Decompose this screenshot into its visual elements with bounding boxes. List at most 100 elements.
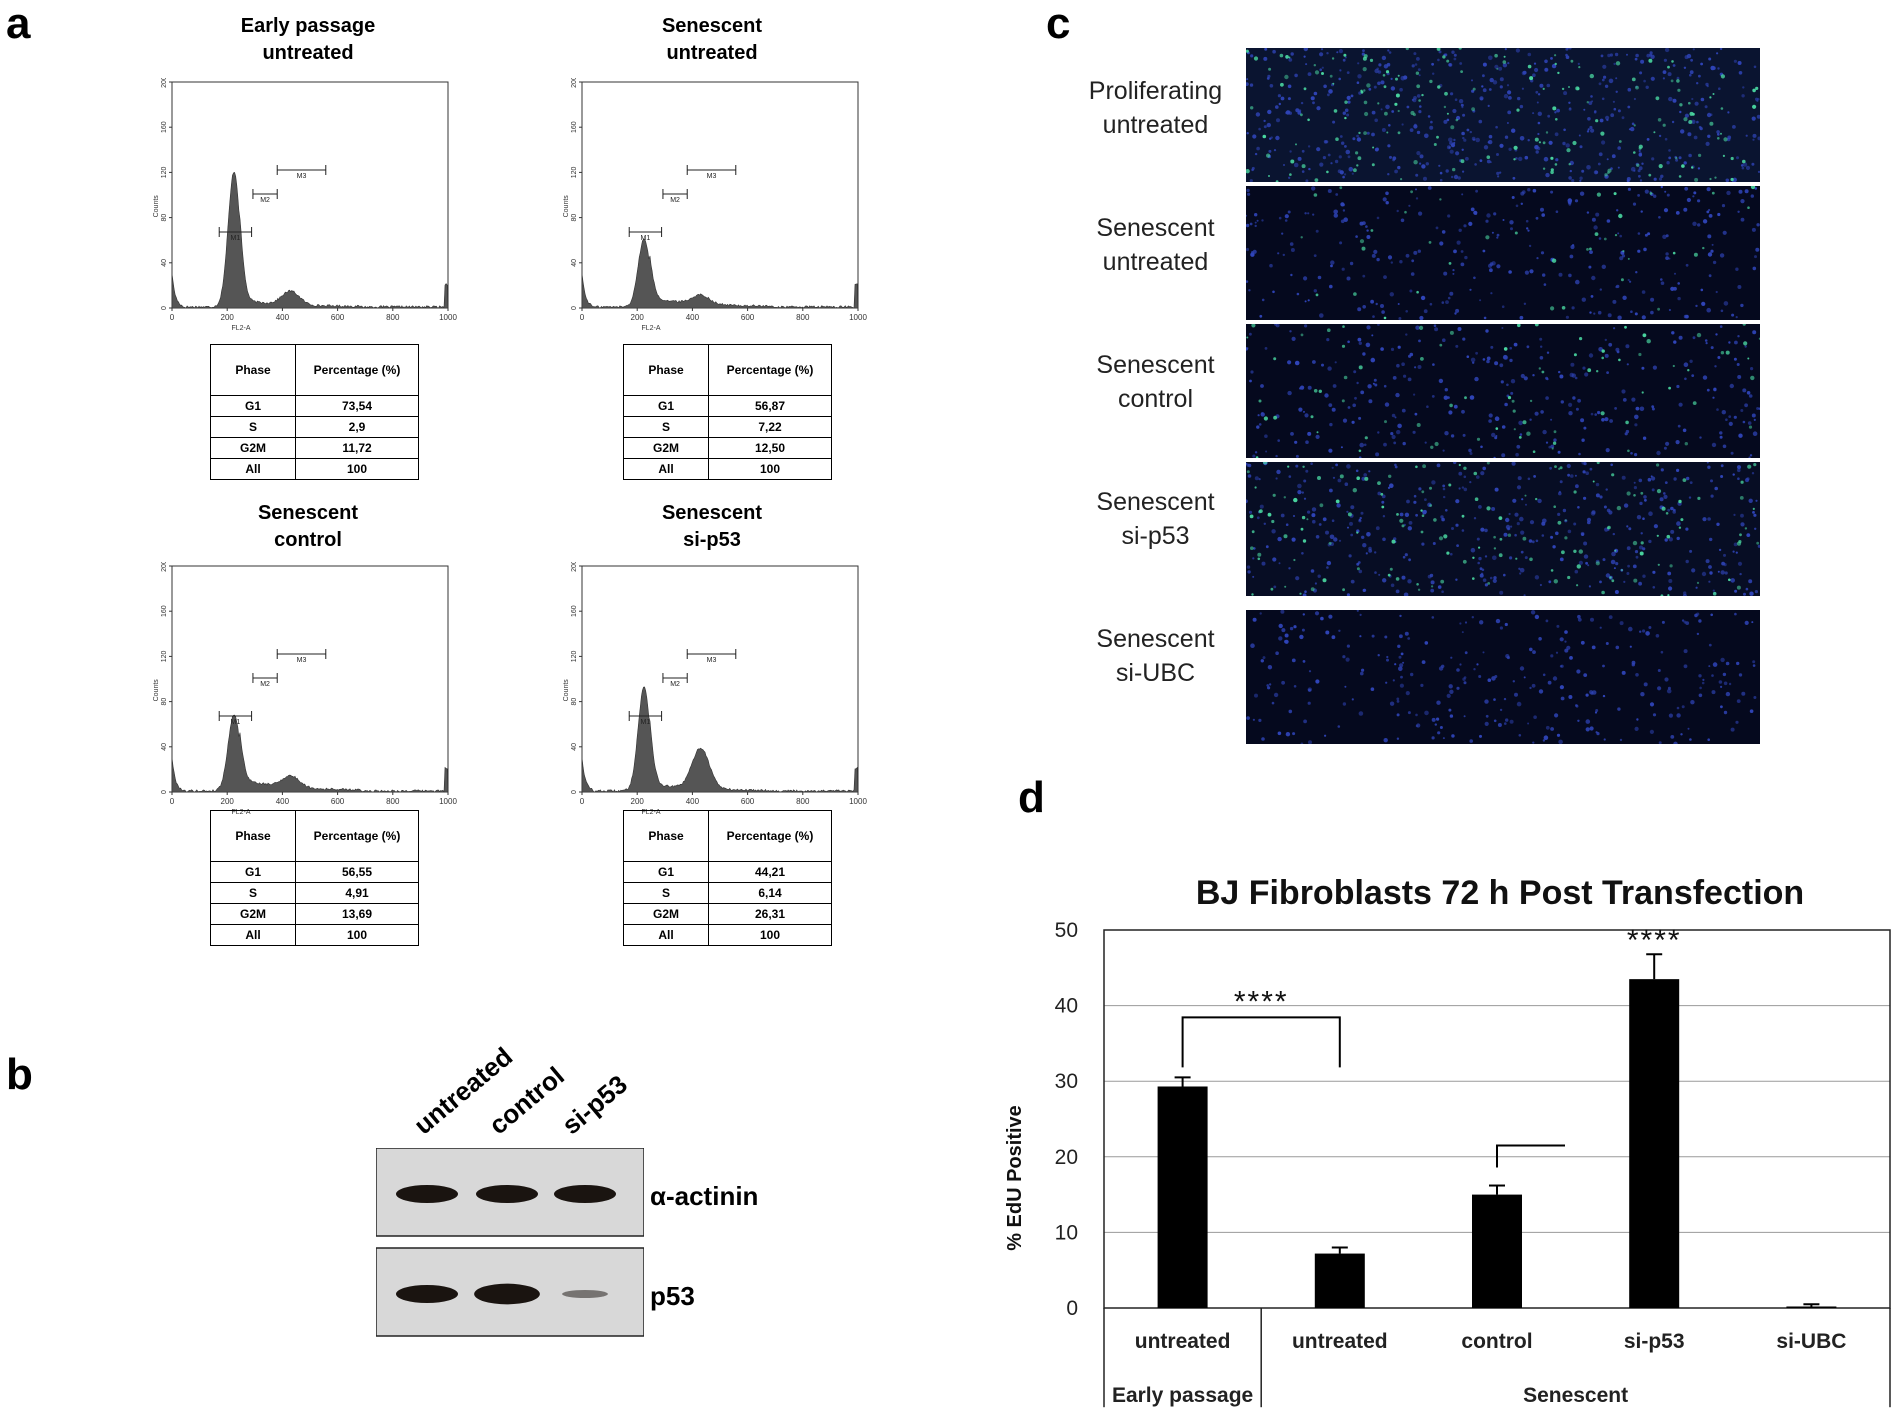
nucleus-dot bbox=[1314, 611, 1320, 616]
nucleus-dot bbox=[1649, 729, 1654, 734]
nucleus-dot bbox=[1387, 173, 1390, 176]
nucleus-dot bbox=[1499, 708, 1503, 712]
nucleus-dot bbox=[1604, 338, 1607, 342]
nucleus-dot bbox=[1275, 477, 1278, 480]
nucleus-dot bbox=[1719, 253, 1725, 258]
nucleus-dot bbox=[1732, 177, 1737, 182]
nucleus-dot bbox=[1518, 567, 1521, 570]
edu-positive-dot bbox=[1534, 137, 1539, 142]
y-tick-label: 20 bbox=[1055, 1146, 1078, 1169]
nucleus-dot bbox=[1691, 374, 1695, 377]
nucleus-dot bbox=[1527, 52, 1532, 57]
nucleus-dot bbox=[1515, 48, 1520, 53]
nucleus-dot bbox=[1746, 391, 1751, 395]
edu-positive-dot bbox=[1300, 113, 1303, 117]
nucleus-dot bbox=[1757, 544, 1760, 548]
nucleus-dot bbox=[1559, 665, 1563, 668]
nucleus-dot bbox=[1660, 650, 1664, 654]
nucleus-dot bbox=[1532, 650, 1536, 654]
nucleus-dot bbox=[1413, 500, 1417, 504]
nucleus-dot bbox=[1621, 475, 1626, 480]
nucleus-dot bbox=[1520, 550, 1524, 554]
edu-positive-dot bbox=[1627, 449, 1630, 453]
nucleus-dot bbox=[1362, 352, 1366, 356]
nucleus-dot bbox=[1510, 379, 1516, 384]
nucleus-dot bbox=[1535, 150, 1539, 154]
nucleus-dot bbox=[1417, 68, 1421, 71]
nucleus-dot bbox=[1442, 737, 1445, 740]
edu-positive-dot bbox=[1415, 465, 1418, 469]
edu-positive-dot bbox=[1316, 431, 1319, 434]
edu-positive-dot bbox=[1461, 514, 1465, 518]
edu-positive-dot bbox=[1566, 148, 1571, 153]
nucleus-dot bbox=[1441, 590, 1444, 593]
nucleus-dot bbox=[1275, 651, 1279, 655]
nucleus-dot bbox=[1602, 694, 1606, 698]
edu-positive-dot bbox=[1696, 581, 1700, 584]
nucleus-dot bbox=[1708, 643, 1712, 647]
nucleus-dot bbox=[1742, 420, 1746, 424]
nucleus-dot bbox=[1519, 572, 1522, 575]
nucleus-dot bbox=[1519, 516, 1524, 522]
nucleus-dot bbox=[1289, 626, 1294, 631]
nucleus-dot bbox=[1484, 528, 1488, 533]
edu-positive-dot bbox=[1524, 494, 1527, 497]
nucleus-dot bbox=[1295, 108, 1300, 113]
nucleus-dot bbox=[1448, 684, 1453, 689]
nucleus-dot bbox=[1752, 511, 1755, 514]
edu-positive-dot bbox=[1315, 293, 1319, 297]
nucleus-dot bbox=[1372, 315, 1375, 318]
nucleus-dot bbox=[1591, 645, 1596, 650]
x-tick-label: 200 bbox=[631, 313, 645, 322]
nucleus-dot bbox=[1413, 96, 1417, 100]
edu-positive-dot bbox=[1538, 141, 1541, 144]
nucleus-dot bbox=[1745, 165, 1751, 170]
nucleus-dot bbox=[1743, 592, 1746, 596]
nucleus-dot bbox=[1472, 361, 1475, 364]
edu-positive-dot bbox=[1601, 590, 1605, 595]
nucleus-dot bbox=[1273, 149, 1277, 152]
edu-positive-dot bbox=[1669, 564, 1673, 568]
nucleus-dot bbox=[1719, 431, 1723, 435]
edu-positive-dot bbox=[1400, 178, 1403, 181]
micro-label-line1: Senescent bbox=[1096, 351, 1215, 379]
nucleus-dot bbox=[1319, 162, 1324, 167]
nucleus-dot bbox=[1730, 727, 1735, 732]
nucleus-dot bbox=[1715, 290, 1718, 294]
nucleus-dot bbox=[1332, 384, 1337, 388]
nucleus-dot bbox=[1506, 656, 1510, 660]
edu-positive-dot bbox=[1661, 506, 1666, 511]
nucleus-dot bbox=[1698, 674, 1702, 678]
nucleus-dot bbox=[1477, 561, 1480, 565]
nucleus-dot bbox=[1474, 376, 1479, 382]
nucleus-dot bbox=[1494, 64, 1499, 69]
nucleus-dot bbox=[1374, 571, 1377, 574]
nucleus-dot bbox=[1668, 156, 1672, 160]
x-tick-label: 1000 bbox=[849, 313, 867, 322]
edu-positive-dot bbox=[1287, 465, 1290, 468]
nucleus-dot bbox=[1487, 678, 1492, 682]
nucleus-dot bbox=[1496, 264, 1501, 269]
nucleus-dot bbox=[1294, 360, 1300, 366]
nucleus-dot bbox=[1284, 214, 1289, 219]
nucleus-dot bbox=[1720, 705, 1723, 709]
nucleus-dot bbox=[1631, 122, 1635, 126]
nucleus-dot bbox=[1312, 360, 1316, 364]
edu-positive-dot bbox=[1568, 163, 1571, 166]
edu-positive-dot bbox=[1551, 258, 1557, 263]
edu-positive-dot bbox=[1266, 153, 1271, 158]
nucleus-dot bbox=[1677, 424, 1681, 428]
nucleus-dot bbox=[1510, 227, 1513, 231]
nucleus-dot bbox=[1675, 211, 1680, 215]
nucleus-dot bbox=[1695, 586, 1698, 589]
nucleus-dot bbox=[1692, 221, 1697, 226]
x-tick-label: 200 bbox=[221, 797, 235, 806]
nucleus-dot bbox=[1648, 511, 1653, 516]
nucleus-dot bbox=[1565, 53, 1568, 57]
nucleus-dot bbox=[1258, 718, 1262, 722]
nucleus-dot bbox=[1327, 93, 1330, 97]
edu-positive-dot bbox=[1344, 116, 1347, 120]
nucleus-dot bbox=[1308, 670, 1312, 673]
edu-positive-dot bbox=[1511, 399, 1515, 403]
